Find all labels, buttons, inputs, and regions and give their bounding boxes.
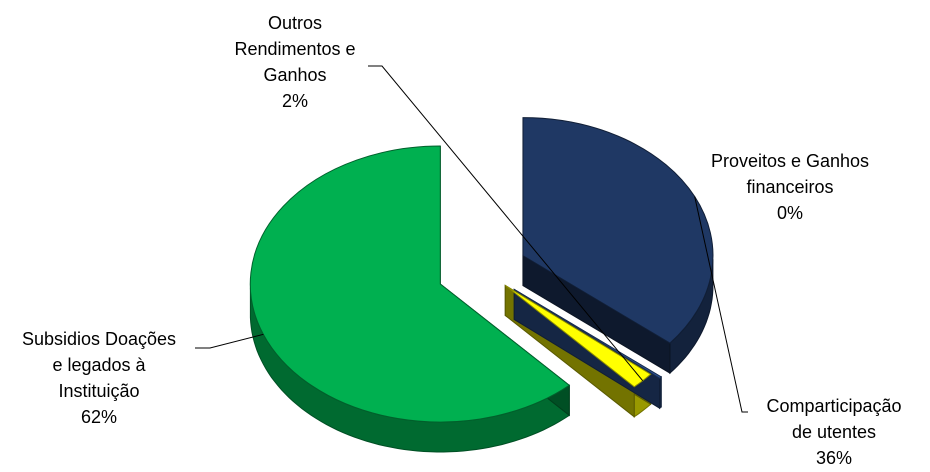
label-line: Outros: [267, 13, 323, 33]
leader-line-1: [694, 196, 748, 413]
leader-line-0: [368, 65, 644, 382]
data-label-proveitos-ganhos: Proveitos e Ganhos financeiros 0%: [670, 148, 910, 226]
label-line: de utentes: [791, 422, 877, 442]
label-line: e legados à: [52, 355, 146, 375]
data-label-subsidios: Subsidios Doações e legados à Instituiçã…: [4, 326, 194, 430]
label-line: Rendimentos e: [234, 39, 356, 59]
slice-top-1: [513, 288, 663, 379]
pie-tops: [249, 117, 714, 423]
data-label-comparticipacao: Comparticipação de utentes 36%: [745, 393, 923, 471]
percent-label: 62%: [80, 407, 118, 427]
label-line: Comparticipação: [766, 396, 902, 416]
label-line: financeiros: [746, 177, 834, 197]
slice-top-0: [522, 117, 714, 344]
label-line: Ganhos: [263, 65, 327, 85]
leader-line-2: [195, 333, 264, 349]
data-label-outros-rendimentos: Outros Rendimentos e Ganhos 2%: [195, 10, 395, 114]
leader-lines: [195, 65, 748, 413]
label-line: Subsidios Doações: [21, 329, 177, 349]
label-line: Proveitos e Ganhos: [710, 151, 870, 171]
label-line: Instituição: [58, 381, 140, 401]
percent-label: 0%: [776, 203, 803, 223]
percent-label: 2%: [281, 91, 308, 111]
slice-top-3: [249, 145, 571, 423]
slice-top-2: [504, 285, 652, 388]
percent-label: 36%: [815, 448, 853, 468]
